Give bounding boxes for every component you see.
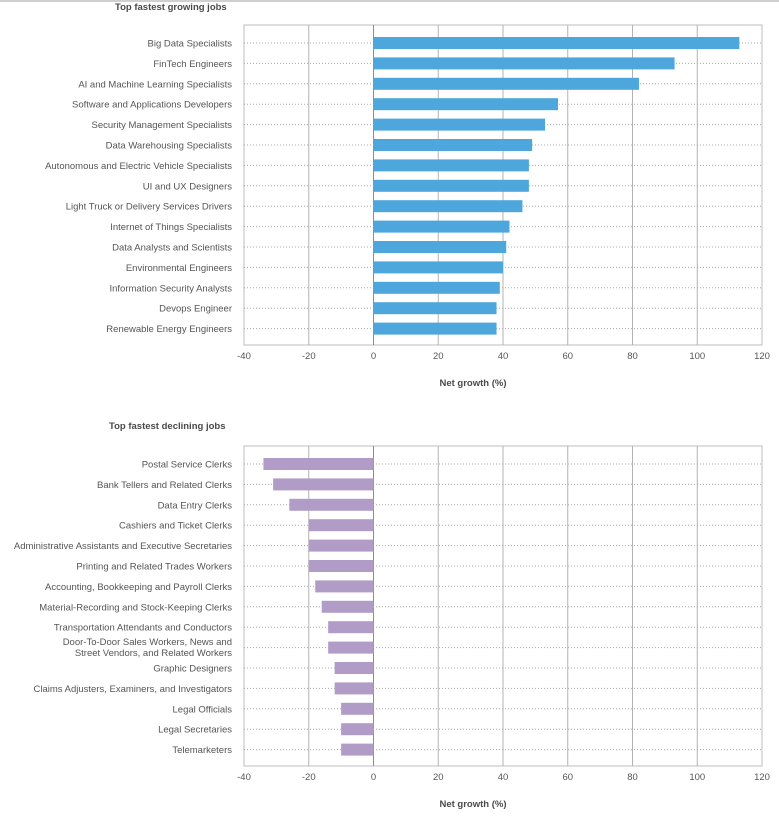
category-label: FinTech Engineers <box>153 59 232 70</box>
category-label: Legal Secretaries <box>158 725 232 736</box>
bar <box>273 478 374 491</box>
x-tick-label: -20 <box>302 351 316 362</box>
bar <box>373 37 740 49</box>
bar <box>373 179 529 192</box>
x-axis-title: Net growth (%) <box>439 799 506 810</box>
category-label: Bank Tellers and Related Clerks <box>97 480 232 491</box>
category-label: Software and Applications Developers <box>72 100 232 111</box>
category-label-line: Street Vendors, and Related Workers <box>75 648 232 659</box>
x-tick-label: -40 <box>237 351 251 362</box>
top-rule <box>0 0 779 2</box>
growing-jobs-chart: Big Data Specialists FinTech Engineers AI … <box>45 24 770 389</box>
bar <box>341 723 374 736</box>
x-tick-label: 80 <box>627 351 638 362</box>
x-tick-label: -20 <box>302 772 316 783</box>
bar <box>334 662 374 674</box>
bar <box>308 519 374 532</box>
x-tick-label: 20 <box>433 772 444 783</box>
bar <box>373 77 639 90</box>
category-label: Data Entry Clerks <box>158 500 233 511</box>
chart-title-growing: Top fastest growing jobs <box>115 2 227 13</box>
bar <box>328 641 374 654</box>
category-label: Accounting, Bookkeeping and Payroll Cler… <box>45 582 232 593</box>
bar <box>373 322 497 335</box>
x-tick-label: 20 <box>433 351 444 362</box>
category-label: Printing and Related Trades Workers <box>76 562 232 573</box>
category-label: Data Warehousing Specialists <box>106 141 233 152</box>
x-tick-label: 0 <box>371 351 376 362</box>
bar <box>315 580 374 593</box>
x-tick-label: 120 <box>754 351 770 362</box>
x-tick-label: 80 <box>627 772 638 783</box>
category-label: Graphic Designers <box>153 664 232 675</box>
bar <box>289 498 374 511</box>
chart-title-declining: Top fastest declining jobs <box>109 421 226 432</box>
bar <box>373 57 675 70</box>
x-tick-label: 60 <box>562 772 573 783</box>
category-label: Postal Service Clerks <box>142 460 233 471</box>
category-label: Data Analysts and Scientists <box>112 243 232 254</box>
category-label: Telemarketers <box>172 745 232 756</box>
bar <box>373 220 510 233</box>
x-tick-label: 40 <box>498 351 509 362</box>
category-label: Security Management Specialists <box>92 120 233 131</box>
bar <box>373 139 533 151</box>
bar <box>328 621 374 634</box>
x-tick-label: -40 <box>237 772 251 783</box>
category-label: Light Truck or Delivery Services Drivers <box>66 202 233 213</box>
x-tick-label: 0 <box>371 772 376 783</box>
x-tick-label: 100 <box>689 772 705 783</box>
bar <box>308 539 374 552</box>
bar <box>373 261 503 274</box>
category-label: Transportation Attendants and Conductors <box>54 623 232 634</box>
bar <box>373 118 546 131</box>
category-label: Door-To-Door Sales Workers, News and Stre… <box>63 637 233 659</box>
category-label: Cashiers and Ticket Clerks <box>119 521 232 532</box>
bar <box>373 281 500 294</box>
category-label: Devops Engineer <box>159 304 232 315</box>
category-label: Legal Officials <box>173 704 233 715</box>
category-label: Renewable Energy Engineers <box>106 324 232 335</box>
category-label: Environmental Engineers <box>126 263 232 274</box>
category-label: AI and Machine Learning Specialists <box>78 79 232 90</box>
category-label-line: Door-To-Door Sales Workers, News and <box>63 637 232 648</box>
declining-jobs-chart: Postal Service Clerks Bank Tellers and Re… <box>14 445 770 810</box>
category-label: Administrative Assistants and Executive … <box>14 541 232 552</box>
category-label: Material-Recording and Stock-Keeping Cle… <box>39 602 232 613</box>
bar <box>373 159 529 172</box>
bar <box>321 600 374 613</box>
x-tick-label: 40 <box>498 772 509 783</box>
category-label: Big Data Specialists <box>148 39 233 50</box>
x-axis-title: Net growth (%) <box>439 378 506 389</box>
bar <box>373 241 507 253</box>
category-label: Internet of Things Specialists <box>110 222 232 233</box>
category-label: Claims Adjusters, Examiners, and Investi… <box>33 684 232 695</box>
x-tick-label: 60 <box>562 351 573 362</box>
bar <box>341 743 374 756</box>
category-label: Information Security Analysts <box>110 283 233 294</box>
bar <box>334 682 374 695</box>
category-label: Autonomous and Electric Vehicle Speciali… <box>45 161 232 172</box>
x-tick-label: 120 <box>754 772 770 783</box>
x-tick-label: 100 <box>689 351 705 362</box>
bar <box>373 200 523 213</box>
bar <box>373 302 497 315</box>
bar <box>373 98 559 111</box>
bar <box>308 560 374 572</box>
bar <box>263 458 374 470</box>
category-label: UI and UX Designers <box>143 181 232 192</box>
bar <box>341 702 374 715</box>
